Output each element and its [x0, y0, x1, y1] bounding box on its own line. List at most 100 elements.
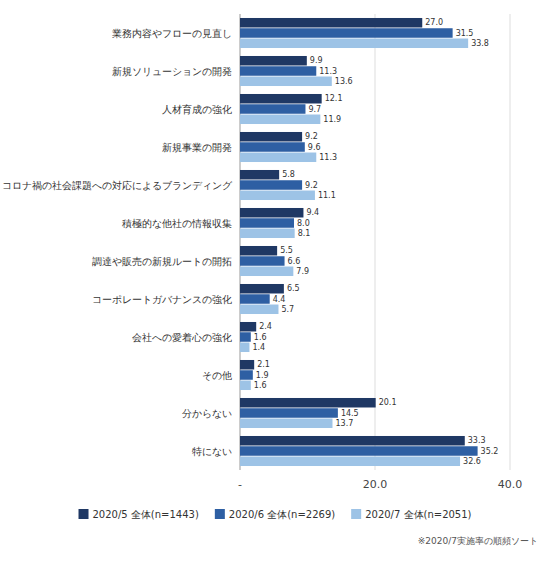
bar [240, 115, 320, 125]
bar [240, 381, 251, 391]
bar [240, 104, 305, 114]
data-label: 35.2 [481, 447, 499, 456]
bar [240, 142, 305, 152]
data-label: 9.6 [308, 143, 321, 152]
legend-label: 2020/5 全体(n=1443) [93, 509, 199, 520]
data-label: 5.8 [282, 170, 295, 179]
category-label: 人材育成の強化 [162, 104, 232, 115]
data-label: 8.1 [298, 229, 311, 238]
category-label: 新規事業の開発 [162, 142, 232, 153]
bar [240, 446, 478, 456]
data-label: 7.9 [296, 267, 309, 276]
bar [240, 436, 465, 446]
data-label: 9.7 [308, 105, 321, 114]
data-label: 9.4 [306, 208, 319, 217]
category-label: 積極的な他社の情報収集 [122, 218, 232, 229]
bar [240, 246, 277, 256]
data-label: 9.9 [310, 56, 323, 65]
data-label: 8.0 [297, 219, 310, 228]
bar [240, 229, 295, 239]
bar [240, 66, 316, 76]
data-label: 11.9 [323, 115, 341, 124]
bar [240, 408, 338, 418]
grid [240, 14, 510, 470]
annotation: ※2020/7実施率の順頻ソート [418, 536, 538, 546]
x-tick-label: - [238, 478, 242, 491]
bar [240, 267, 293, 277]
bar [240, 132, 302, 142]
bar [240, 305, 278, 315]
data-label: 1.6 [254, 381, 267, 390]
bar [240, 419, 332, 429]
bar [240, 370, 253, 380]
x-tick-label: 20.0 [363, 478, 388, 491]
category-label: 会社への愛着心の強化 [132, 332, 232, 343]
bar [240, 191, 315, 201]
category-label: 分からない [182, 408, 232, 419]
data-label: 32.6 [463, 457, 481, 466]
data-label: 9.2 [305, 132, 318, 141]
data-label: 1.6 [254, 333, 267, 342]
data-label: 13.7 [335, 419, 353, 428]
data-label: 33.8 [471, 39, 489, 48]
legend-label: 2020/7 全体(n=2051) [365, 509, 471, 520]
bar [240, 77, 332, 87]
legend-label: 2020/6 全体(n=2269) [229, 509, 335, 520]
bar [240, 94, 322, 104]
category-label: コーポレートガバナンスの強化 [92, 294, 232, 305]
category-label: 業務内容やフローの見直し [112, 28, 232, 39]
data-labels: 27.0 9.9 12.1 9.2 5.8 9.4 5.5 6.5 2.4 2.1 20.1 33.3… [252, 18, 498, 466]
legend-swatch [79, 509, 89, 519]
chart: -20.040.0業務内容やフローの見直し新規ソリューションの開発人材育成の強化… [0, 0, 550, 581]
data-label: 11.3 [319, 153, 337, 162]
data-label: 27.0 [425, 18, 443, 27]
bar [240, 208, 303, 218]
legend-item: 2020/7 全体(n=2051) [351, 509, 471, 520]
bar [240, 218, 294, 228]
data-label: 20.1 [379, 398, 397, 407]
data-label: 2.1 [257, 360, 270, 369]
bar [240, 56, 307, 66]
data-label: 6.6 [288, 257, 301, 266]
bar [240, 284, 284, 294]
bar [240, 322, 256, 332]
legend: 2020/5 全体(n=1443) 2020/6 全体(n=2269) 2020/7… [79, 509, 472, 520]
data-label: 9.2 [305, 181, 318, 190]
data-label: 5.5 [280, 246, 293, 255]
data-label: 6.5 [287, 284, 300, 293]
bar [240, 294, 270, 304]
bar [240, 153, 316, 163]
bar [240, 343, 249, 353]
bar [240, 18, 422, 28]
bars [240, 18, 478, 466]
legend-swatch [351, 509, 361, 519]
data-label: 11.1 [318, 191, 336, 200]
category-label: 特にない [192, 446, 232, 457]
legend-swatch [215, 509, 225, 519]
bar [240, 256, 285, 266]
bar [240, 180, 302, 190]
bar [240, 39, 468, 49]
data-label: 14.5 [341, 409, 359, 418]
grid-line [510, 14, 511, 470]
bar [240, 332, 251, 342]
legend-item: 2020/5 全体(n=1443) [79, 509, 199, 520]
data-label: 2.4 [259, 322, 272, 331]
data-label: 11.3 [319, 67, 337, 76]
category-label: コロナ禍の社会課題への対応によるブランディング [2, 180, 233, 191]
category-label: 新規ソリューションの開発 [112, 66, 232, 77]
data-label: 1.4 [252, 343, 265, 352]
data-label: 12.1 [325, 94, 343, 103]
category-label: 調達や販売の新規ルートの開拓 [92, 256, 232, 267]
category-label: その他 [202, 370, 232, 381]
bar [240, 398, 376, 408]
data-label: 33.3 [468, 436, 486, 445]
data-label: 1.9 [256, 371, 269, 380]
data-label: 13.6 [335, 77, 353, 86]
legend-item: 2020/6 全体(n=2269) [215, 509, 335, 520]
data-label: 31.5 [456, 29, 474, 38]
background [0, 0, 550, 581]
data-label: 4.4 [273, 295, 286, 304]
bar [240, 457, 460, 467]
bar [240, 28, 453, 38]
